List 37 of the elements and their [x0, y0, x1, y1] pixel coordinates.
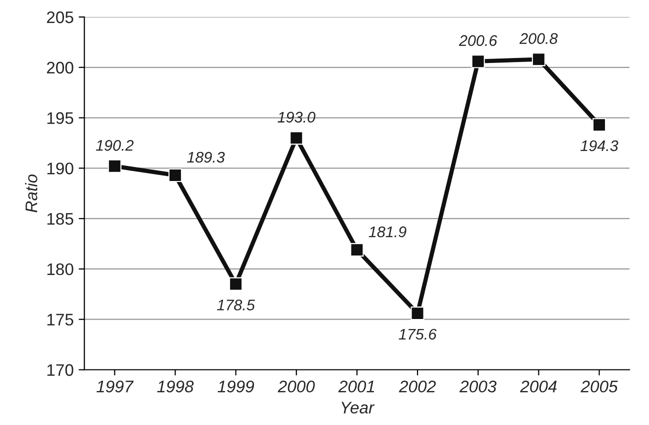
x-tick-label: 1999	[218, 380, 254, 392]
text: 181.9	[368, 226, 406, 238]
text: 200.8	[519, 33, 558, 44]
point	[350, 243, 364, 257]
y-tick-label: 205	[46, 11, 74, 24]
y-tick-label: 175	[47, 314, 74, 326]
x-tick-label: 1997	[96, 380, 134, 392]
point	[229, 277, 243, 291]
y-axis-title: Ratio	[25, 174, 38, 212]
text: 190.2	[96, 140, 134, 151]
x-axis-title: Year	[342, 402, 375, 414]
point	[290, 131, 304, 145]
x-tick-label: 1998	[157, 380, 194, 392]
text: 175.6	[398, 328, 437, 340]
x-tick-label: 2001	[338, 380, 374, 392]
y-tick-label: 185	[47, 212, 74, 225]
y-tick-label: 200	[46, 62, 74, 74]
point	[168, 168, 182, 182]
y-tick-label: 195	[47, 112, 74, 124]
x-tick-label: 2002	[398, 380, 436, 392]
x-tick-label: 2004	[520, 380, 557, 392]
y-tick-label: 180	[47, 263, 74, 276]
point	[532, 52, 546, 66]
y-tick-label: 190	[47, 162, 74, 174]
x-tick-label: 2003	[459, 380, 496, 392]
text: 189.3	[187, 152, 225, 163]
text: 193.0	[278, 112, 316, 123]
text: 200.6	[458, 35, 498, 46]
text: 194.3	[580, 140, 618, 152]
point	[108, 159, 122, 173]
point	[471, 54, 485, 68]
y-tick-label: 170	[47, 364, 74, 376]
text: 178.5	[217, 300, 255, 310]
point	[592, 118, 606, 132]
x-tick-label: 2000	[278, 380, 315, 392]
x-tick-label: 2005	[580, 380, 618, 392]
point	[410, 306, 424, 320]
